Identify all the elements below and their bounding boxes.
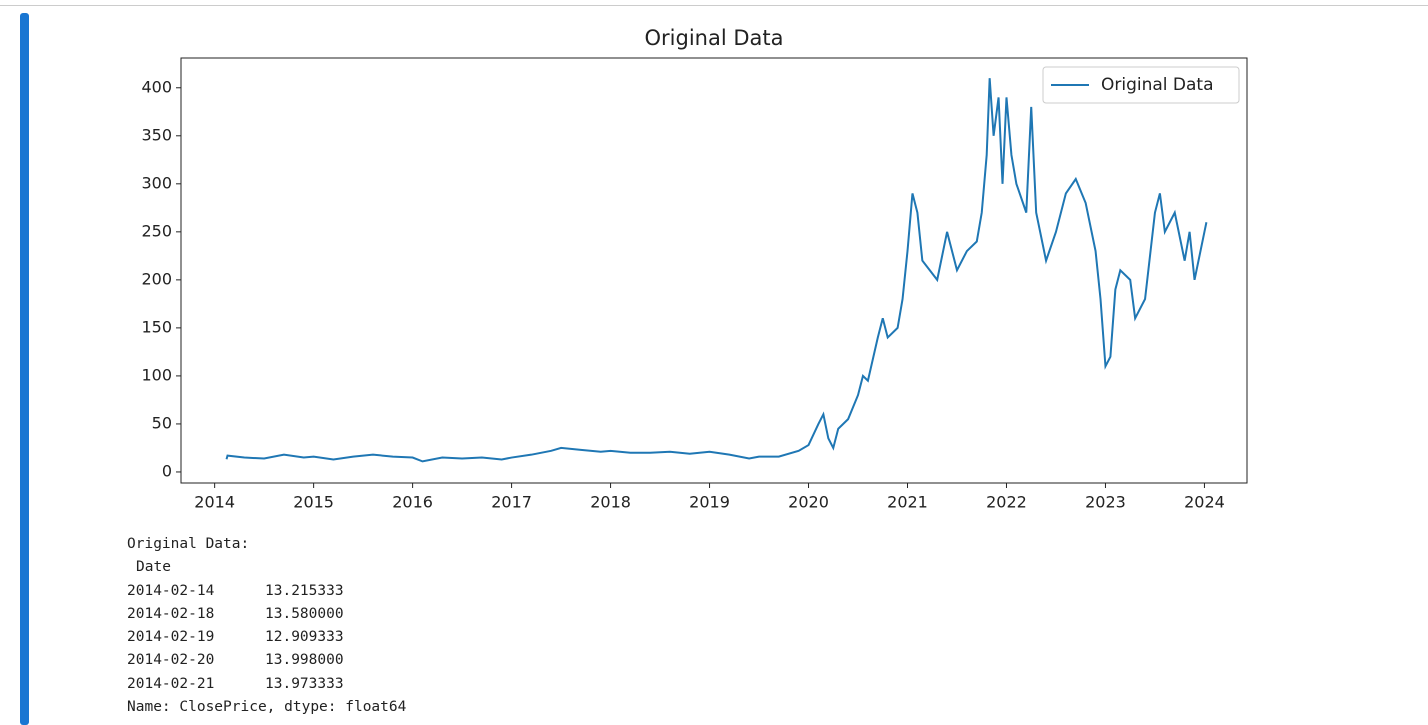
row-date: 2014-02-18 xyxy=(127,605,215,622)
x-tick-label: 2017 xyxy=(491,493,532,512)
cell-selector[interactable] xyxy=(20,13,29,725)
x-tick-label: 2022 xyxy=(986,493,1027,512)
output-row: 2014-02-18 13.580000 xyxy=(127,603,406,626)
output-row: 2014-02-19 12.909333 xyxy=(127,626,406,649)
chart: Original Data 0 50 100 150 200 250 300 350 400 20… xyxy=(141,26,1248,512)
output-row: 2014-02-14 13.215333 xyxy=(127,580,406,603)
row-value: 13.998000 xyxy=(265,652,344,669)
x-tick-label: 2023 xyxy=(1085,493,1126,512)
plot-frame xyxy=(180,57,1248,484)
chart-title: Original Data xyxy=(645,26,784,50)
x-tick-label: 2021 xyxy=(887,493,928,512)
row-date: 2014-02-14 xyxy=(127,582,215,599)
y-tick-label: 400 xyxy=(141,77,172,96)
row-value: 13.215333 xyxy=(265,582,344,599)
y-tick-label: 0 xyxy=(162,461,172,480)
x-tick-label: 2015 xyxy=(293,493,334,512)
y-tick-label: 250 xyxy=(141,221,172,240)
row-value: 12.909333 xyxy=(265,629,344,646)
row-date: 2014-02-21 xyxy=(127,675,215,692)
y-tick-label: 100 xyxy=(141,365,172,384)
x-tick-label: 2024 xyxy=(1184,493,1225,512)
row-date: 2014-02-19 xyxy=(127,629,215,646)
legend-label: Original Data xyxy=(1101,75,1214,95)
y-tick-label: 300 xyxy=(141,173,172,192)
y-tick-label: 350 xyxy=(141,125,172,144)
cell-output: Original Data: Date 2014-02-14 13.215333 2… xyxy=(127,533,406,719)
x-tick-label: 2018 xyxy=(590,493,631,512)
y-tick-label: 150 xyxy=(141,317,172,336)
row-date: 2014-02-20 xyxy=(127,652,215,669)
row-value: 13.973333 xyxy=(265,675,344,692)
output-row: 2014-02-20 13.998000 xyxy=(127,649,406,672)
row-value: 13.580000 xyxy=(265,605,344,622)
x-tick-label: 2014 xyxy=(194,493,235,512)
x-tick-label: 2019 xyxy=(689,493,730,512)
y-tick-label: 200 xyxy=(141,269,172,288)
legend-box xyxy=(1042,66,1240,104)
x-tick-label: 2020 xyxy=(788,493,829,512)
data-line xyxy=(225,78,1208,463)
output-row: 2014-02-21 13.973333 xyxy=(127,673,406,696)
output-footer: Name: ClosePrice, dtype: float64 xyxy=(127,699,407,716)
x-tick-label: 2016 xyxy=(392,493,433,512)
index-name: Date xyxy=(136,559,171,576)
y-tick-label: 50 xyxy=(152,413,172,432)
output-heading: Original Data: xyxy=(127,536,250,552)
top-border xyxy=(0,5,1428,6)
